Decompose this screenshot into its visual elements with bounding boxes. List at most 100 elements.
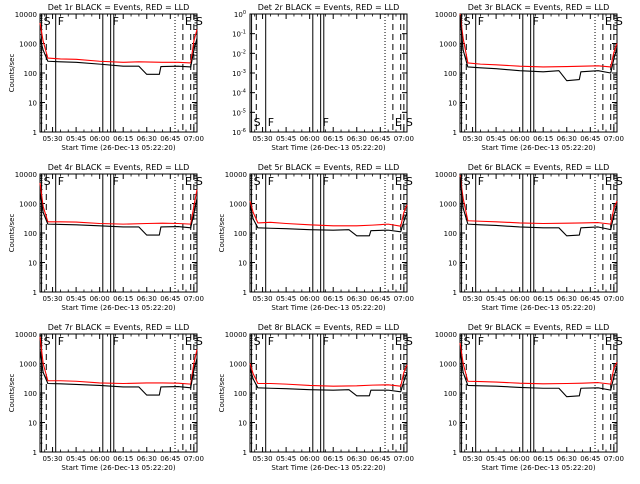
event-marker-letter: S [616,335,623,348]
x-tick-label: 05:30 [42,135,62,143]
x-tick-label: 06:00 [300,295,320,303]
x-tick-label: 07:00 [184,455,204,463]
x-tick-label: 05:45 [66,455,86,463]
x-tick-label: 05:45 [276,295,296,303]
lld-series-line [459,342,618,385]
x-axis-label: Start Time (26-Dec-13 05:22:20) [271,464,385,472]
x-axis-label: Start Time (26-Dec-13 05:22:20) [271,144,385,152]
event-marker-letter: F [323,116,329,129]
x-tick-label: 05:45 [66,135,86,143]
y-tick-label: 10000 [15,331,37,339]
y-tick-label: 1 [243,289,247,297]
event-marker-letter: E [185,335,192,348]
event-marker-letter: F [533,15,539,28]
x-tick-label: 06:00 [510,455,530,463]
x-tick-label: 06:45 [580,455,600,463]
x-axis-label: Start Time (26-Dec-13 05:22:20) [481,464,595,472]
x-axis-label: Start Time (26-Dec-13 05:22:20) [271,304,385,312]
events-series-line [459,176,618,237]
y-tick-label: 10 [448,100,457,108]
y-tick-label: 10-5 [232,108,246,117]
x-tick-label: 07:00 [394,295,414,303]
lld-series-line [459,13,618,68]
y-tick-label: 10 [238,260,247,268]
x-tick-label: 06:45 [370,455,390,463]
plot-frame [459,13,618,133]
event-marker-letter: S [464,175,471,188]
y-tick-label: 1000 [439,41,457,49]
y-tick-label: 1000 [19,41,37,49]
x-tick-label: 05:30 [252,135,272,143]
y-tick-label: 1 [453,129,457,137]
event-marker-letter: S [616,15,623,28]
y-tick-label: 1 [453,449,457,457]
x-tick-label: 06:00 [90,455,110,463]
event-marker-letter: S [44,335,51,348]
panel-title: Det 5r BLACK = Events, RED = LLD [258,163,400,172]
y-tick-label: 10000 [435,11,457,19]
y-tick-label: 1 [243,449,247,457]
event-marker-letter: F [58,15,64,28]
y-tick-label: 10000 [435,331,457,339]
x-tick-label: 07:00 [184,135,204,143]
lld-series-line [459,175,618,225]
events-series-line [39,191,198,236]
panel-title: Det 1r BLACK = Events, RED = LLD [48,3,190,12]
y-tick-label: 100 [234,390,247,398]
event-marker-letter: F [478,15,484,28]
event-marker-letter: F [533,335,539,348]
x-tick-label: 05:45 [486,295,506,303]
lld-series-line [249,363,408,387]
plot-frame [39,13,198,133]
event-marker-letter: S [406,335,413,348]
x-tick-label: 06:00 [300,455,320,463]
y-tick-label: 1 [33,449,37,457]
x-tick-label: 05:30 [42,455,62,463]
y-tick-label: 100 [24,390,37,398]
y-tick-label: 1 [33,129,37,137]
event-marker-letter: E [395,116,402,129]
x-tick-label: 06:30 [557,455,577,463]
x-tick-label: 06:45 [160,295,180,303]
event-marker-letter: S [254,116,261,129]
event-marker-letter: F [323,335,329,348]
panel-title: Det 4r BLACK = Events, RED = LLD [48,163,190,172]
event-marker-letter: S [196,335,203,348]
panel-det-6r: Det 6r BLACK = Events, RED = LLD 1 10 100 10… [435,163,624,312]
x-axis-label: Start Time (26-Dec-13 05:22:20) [481,144,595,152]
events-series-line [459,15,618,82]
y-tick-label: 10 [28,420,37,428]
event-marker-letter: F [323,175,329,188]
y-tick-label: 100 [444,70,457,78]
event-marker-letter: S [406,175,413,188]
event-marker-letter: E [395,335,402,348]
events-series-line [249,367,408,397]
x-tick-label: 05:45 [486,135,506,143]
event-marker-letter: E [185,175,192,188]
x-tick-label: 06:15 [533,295,553,303]
event-marker-letter: F [268,335,274,348]
y-tick-label: 1000 [19,201,37,209]
x-tick-label: 06:15 [113,135,133,143]
x-tick-label: 06:15 [323,295,343,303]
x-tick-label: 06:15 [533,135,553,143]
x-tick-label: 06:45 [370,295,390,303]
event-marker-letter: F [58,175,64,188]
x-tick-label: 06:30 [137,295,157,303]
y-tick-label: 10000 [15,171,37,179]
panel-title: Det 6r BLACK = Events, RED = LLD [468,163,610,172]
event-marker-letter: F [268,116,274,129]
events-series-line [459,349,618,398]
x-tick-label: 05:30 [462,135,482,143]
plot-frame [459,173,618,293]
x-tick-label: 06:00 [510,135,530,143]
event-marker-letter: S [254,335,261,348]
x-tick-label: 05:45 [276,135,296,143]
x-tick-label: 05:30 [252,295,272,303]
panel-det-7r: Det 7r BLACK = Events, RED = LLD Counts/s… [8,323,204,472]
plot-frame [249,173,408,293]
event-marker-letter: S [616,175,623,188]
y-tick-label: 10000 [225,331,247,339]
